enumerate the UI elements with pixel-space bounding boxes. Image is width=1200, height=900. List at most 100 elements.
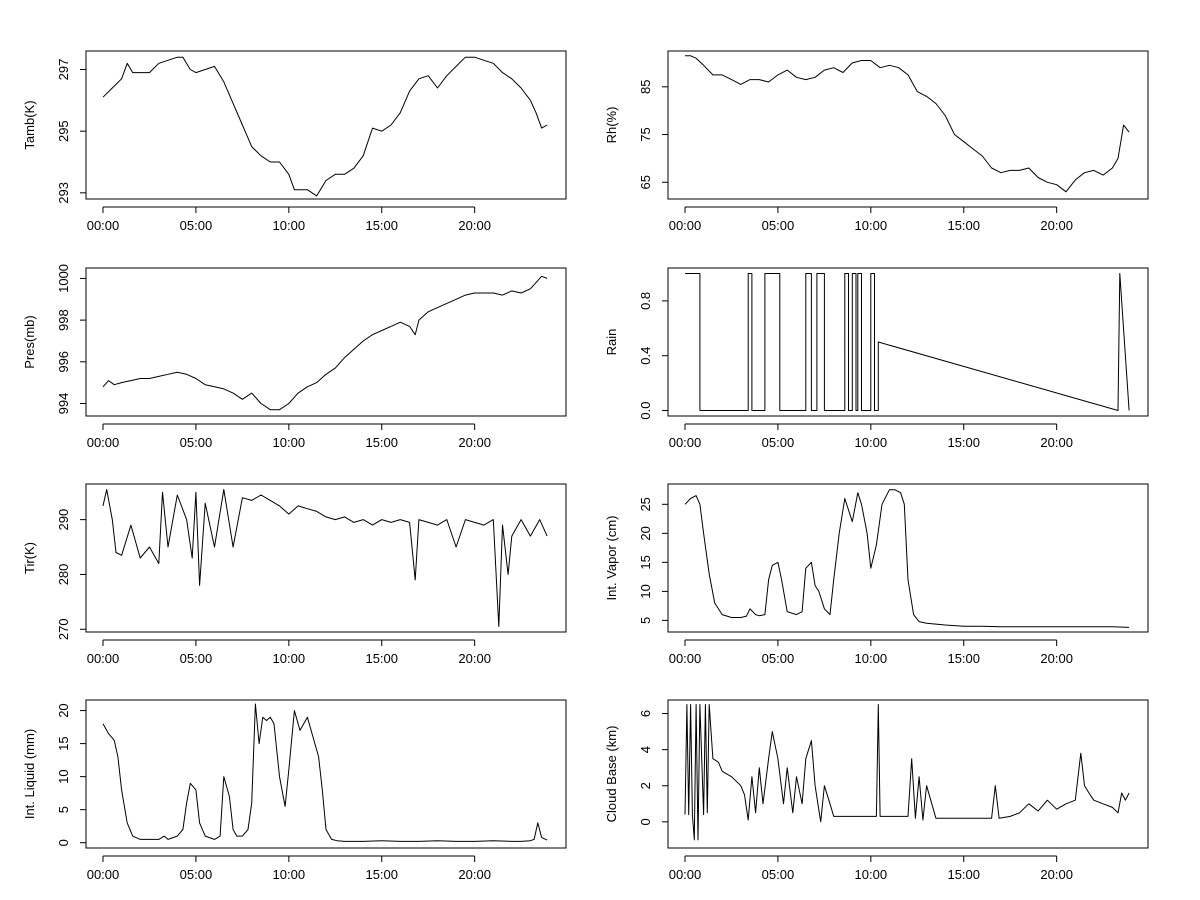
- x-tick-label: 00:00: [87, 218, 120, 233]
- tamb-plot-frame: [85, 50, 567, 200]
- vapor-plot-frame: [667, 483, 1149, 633]
- x-tick-label: 00:00: [669, 435, 702, 450]
- panel-rh: 00:00 05:00 10:00 15:00 20:00 65 75 85 Rh(%): [604, 50, 1149, 233]
- x-tick-label: 20:00: [458, 651, 491, 666]
- y-tick-label: 15: [638, 555, 653, 569]
- x-tick-label: 15:00: [947, 867, 980, 882]
- y-tick-label: 994: [56, 393, 71, 415]
- x-tick-label: 15:00: [947, 218, 980, 233]
- vapor-y-axis-title: Int. Vapor (cm): [604, 515, 619, 600]
- pres-plot-frame: [85, 267, 567, 417]
- y-tick-label: 20: [56, 703, 71, 717]
- x-tick-label: 00:00: [87, 651, 120, 666]
- x-tick-label: 20:00: [1040, 651, 1073, 666]
- y-tick-label: 295: [56, 120, 71, 142]
- x-tick-label: 10:00: [273, 435, 306, 450]
- x-tick-label: 05:00: [762, 218, 795, 233]
- x-tick-label: 00:00: [669, 867, 702, 882]
- x-tick-label: 10:00: [855, 867, 888, 882]
- panel-vapor: 00:00 05:00 10:00 15:00 20:00 5 10 15 20 25 Int. V…: [604, 483, 1149, 666]
- x-tick-label: 15:00: [947, 435, 980, 450]
- y-tick-label: 10: [56, 769, 71, 783]
- y-tick-label: 0.8: [638, 292, 653, 310]
- x-tick-label: 10:00: [855, 218, 888, 233]
- panel-tamb: 00:00 05:00 10:00 15:00 20:00 293 295 297 Tamb(K…: [22, 50, 567, 233]
- rh-plot-frame: [667, 50, 1149, 200]
- y-tick-label: 290: [56, 509, 71, 531]
- y-tick-label: 10: [638, 584, 653, 598]
- rain-y-axis-title: Rain: [604, 329, 619, 356]
- x-tick-label: 05:00: [762, 867, 795, 882]
- y-tick-label: 270: [56, 618, 71, 640]
- y-tick-label: 15: [56, 736, 71, 750]
- x-tick-label: 00:00: [87, 435, 120, 450]
- x-tick-label: 15:00: [365, 867, 398, 882]
- y-tick-label: 0: [56, 839, 71, 846]
- pres-y-axis-title: Pres(mb): [22, 315, 37, 368]
- x-tick-label: 05:00: [762, 435, 795, 450]
- y-tick-label: 5: [638, 617, 653, 624]
- y-tick-label: 280: [56, 564, 71, 586]
- rain-plot-frame: [667, 267, 1149, 417]
- tamb-y-axis-title: Tamb(K): [22, 100, 37, 149]
- vapor-series-line: [684, 489, 1130, 628]
- cloudbase-y-axis-title: Cloud Base (km): [604, 726, 619, 823]
- y-tick-label: 0.4: [638, 347, 653, 365]
- panel-tir: 00:00 05:00 10:00 15:00 20:00 270 280 290 Tir(K): [22, 483, 567, 666]
- x-tick-label: 15:00: [365, 435, 398, 450]
- x-tick-label: 05:00: [180, 218, 213, 233]
- panel-cloudbase: 00:00 05:00 10:00 15:00 20:00 0 2 4 6 Cloud Base …: [604, 699, 1149, 882]
- y-tick-label: 25: [638, 497, 653, 511]
- x-tick-label: 10:00: [855, 651, 888, 666]
- x-tick-label: 05:00: [762, 651, 795, 666]
- x-tick-label: 20:00: [458, 218, 491, 233]
- y-tick-label: 65: [638, 175, 653, 189]
- tamb-series-line: [102, 56, 548, 197]
- x-tick-label: 10:00: [273, 218, 306, 233]
- y-tick-label: 0: [638, 818, 653, 825]
- tir-plot-frame: [85, 483, 567, 633]
- y-tick-label: 1000: [56, 264, 71, 293]
- x-tick-label: 00:00: [87, 867, 120, 882]
- tir-y-axis-title: Tir(K): [22, 542, 37, 574]
- x-tick-label: 20:00: [1040, 435, 1073, 450]
- y-tick-label: 75: [638, 127, 653, 141]
- y-tick-label: 6: [638, 710, 653, 717]
- y-tick-label: 293: [56, 182, 71, 204]
- x-tick-label: 15:00: [365, 651, 398, 666]
- x-tick-label: 20:00: [1040, 867, 1073, 882]
- y-tick-label: 998: [56, 309, 71, 331]
- y-tick-label: 2: [638, 782, 653, 789]
- y-tick-label: 85: [638, 80, 653, 94]
- x-tick-label: 00:00: [669, 651, 702, 666]
- x-tick-label: 20:00: [1040, 218, 1073, 233]
- cloudbase-series-line: [684, 704, 1130, 841]
- x-tick-label: 05:00: [180, 435, 213, 450]
- x-tick-label: 05:00: [180, 867, 213, 882]
- tir-series-line: [102, 489, 548, 627]
- y-tick-label: 0.0: [638, 401, 653, 419]
- x-tick-label: 10:00: [273, 867, 306, 882]
- rh-series-line: [685, 55, 1130, 193]
- liquid-series-line: [102, 703, 548, 842]
- x-tick-label: 10:00: [855, 435, 888, 450]
- y-tick-label: 996: [56, 351, 71, 373]
- y-tick-label: 297: [56, 59, 71, 81]
- cloudbase-plot-frame: [667, 699, 1149, 849]
- pres-series-line: [102, 275, 548, 411]
- x-tick-label: 05:00: [180, 651, 213, 666]
- x-tick-label: 20:00: [458, 435, 491, 450]
- rh-y-axis-title: Rh(%): [604, 107, 619, 144]
- rain-series-line: [685, 273, 1130, 411]
- panel-pres: 00:00 05:00 10:00 15:00 20:00 994 996 998 1000 Pr…: [22, 264, 567, 450]
- x-tick-label: 00:00: [669, 218, 702, 233]
- liquid-y-axis-title: Int. Liquid (mm): [22, 729, 37, 819]
- y-tick-label: 20: [638, 526, 653, 540]
- x-tick-label: 15:00: [947, 651, 980, 666]
- x-tick-label: 10:00: [273, 651, 306, 666]
- x-tick-label: 15:00: [365, 218, 398, 233]
- panel-liquid: 00:00 05:00 10:00 15:00 20:00 0 5 10 15 20 Int. Li…: [22, 699, 567, 882]
- y-tick-label: 5: [56, 806, 71, 813]
- x-tick-label: 20:00: [458, 867, 491, 882]
